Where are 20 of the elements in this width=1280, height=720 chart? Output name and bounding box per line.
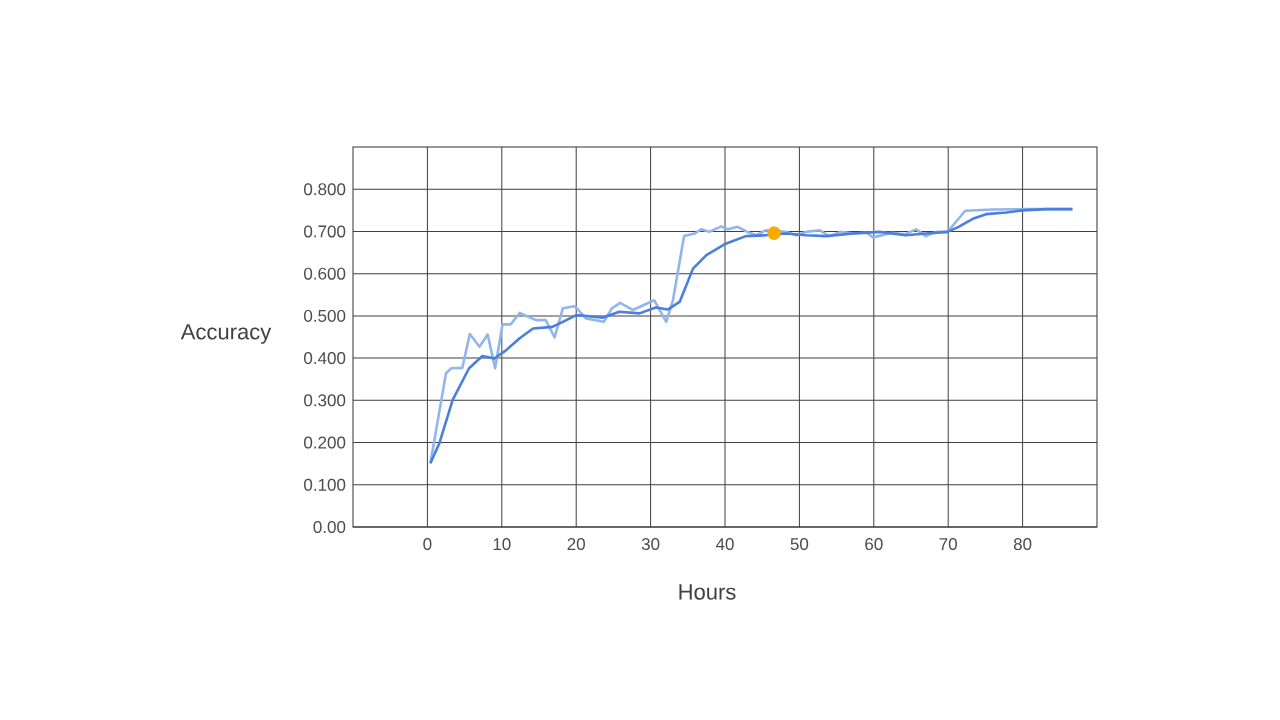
x-tick-label: 10: [493, 538, 511, 551]
x-tick-label: 50: [790, 538, 809, 551]
y-tick-label: 0.600: [304, 267, 346, 280]
y-tick-label: 0.500: [304, 309, 346, 322]
y-tick-label: 0.400: [304, 352, 346, 365]
x-tick-label: 0: [423, 538, 432, 551]
y-tick-label: 0.100: [304, 478, 346, 491]
x-tick-label: 70: [939, 538, 957, 551]
y-tick-label: 0.700: [304, 225, 346, 238]
y-tick-label: 0.300: [304, 394, 346, 407]
x-tick-label: 60: [865, 538, 883, 551]
y-tick-label: 0.200: [304, 436, 346, 449]
y-tick-label: 0.800: [304, 183, 346, 196]
x-axis-title: Hours: [679, 584, 736, 600]
y-tick-label: 0.00: [313, 521, 346, 534]
x-tick-label: 40: [715, 538, 734, 551]
y-axis-title: Accuracy: [180, 324, 272, 344]
x-tick-label: 20: [567, 538, 585, 551]
x-tick-label: 80: [1013, 538, 1032, 551]
x-tick-label: 30: [641, 538, 660, 551]
